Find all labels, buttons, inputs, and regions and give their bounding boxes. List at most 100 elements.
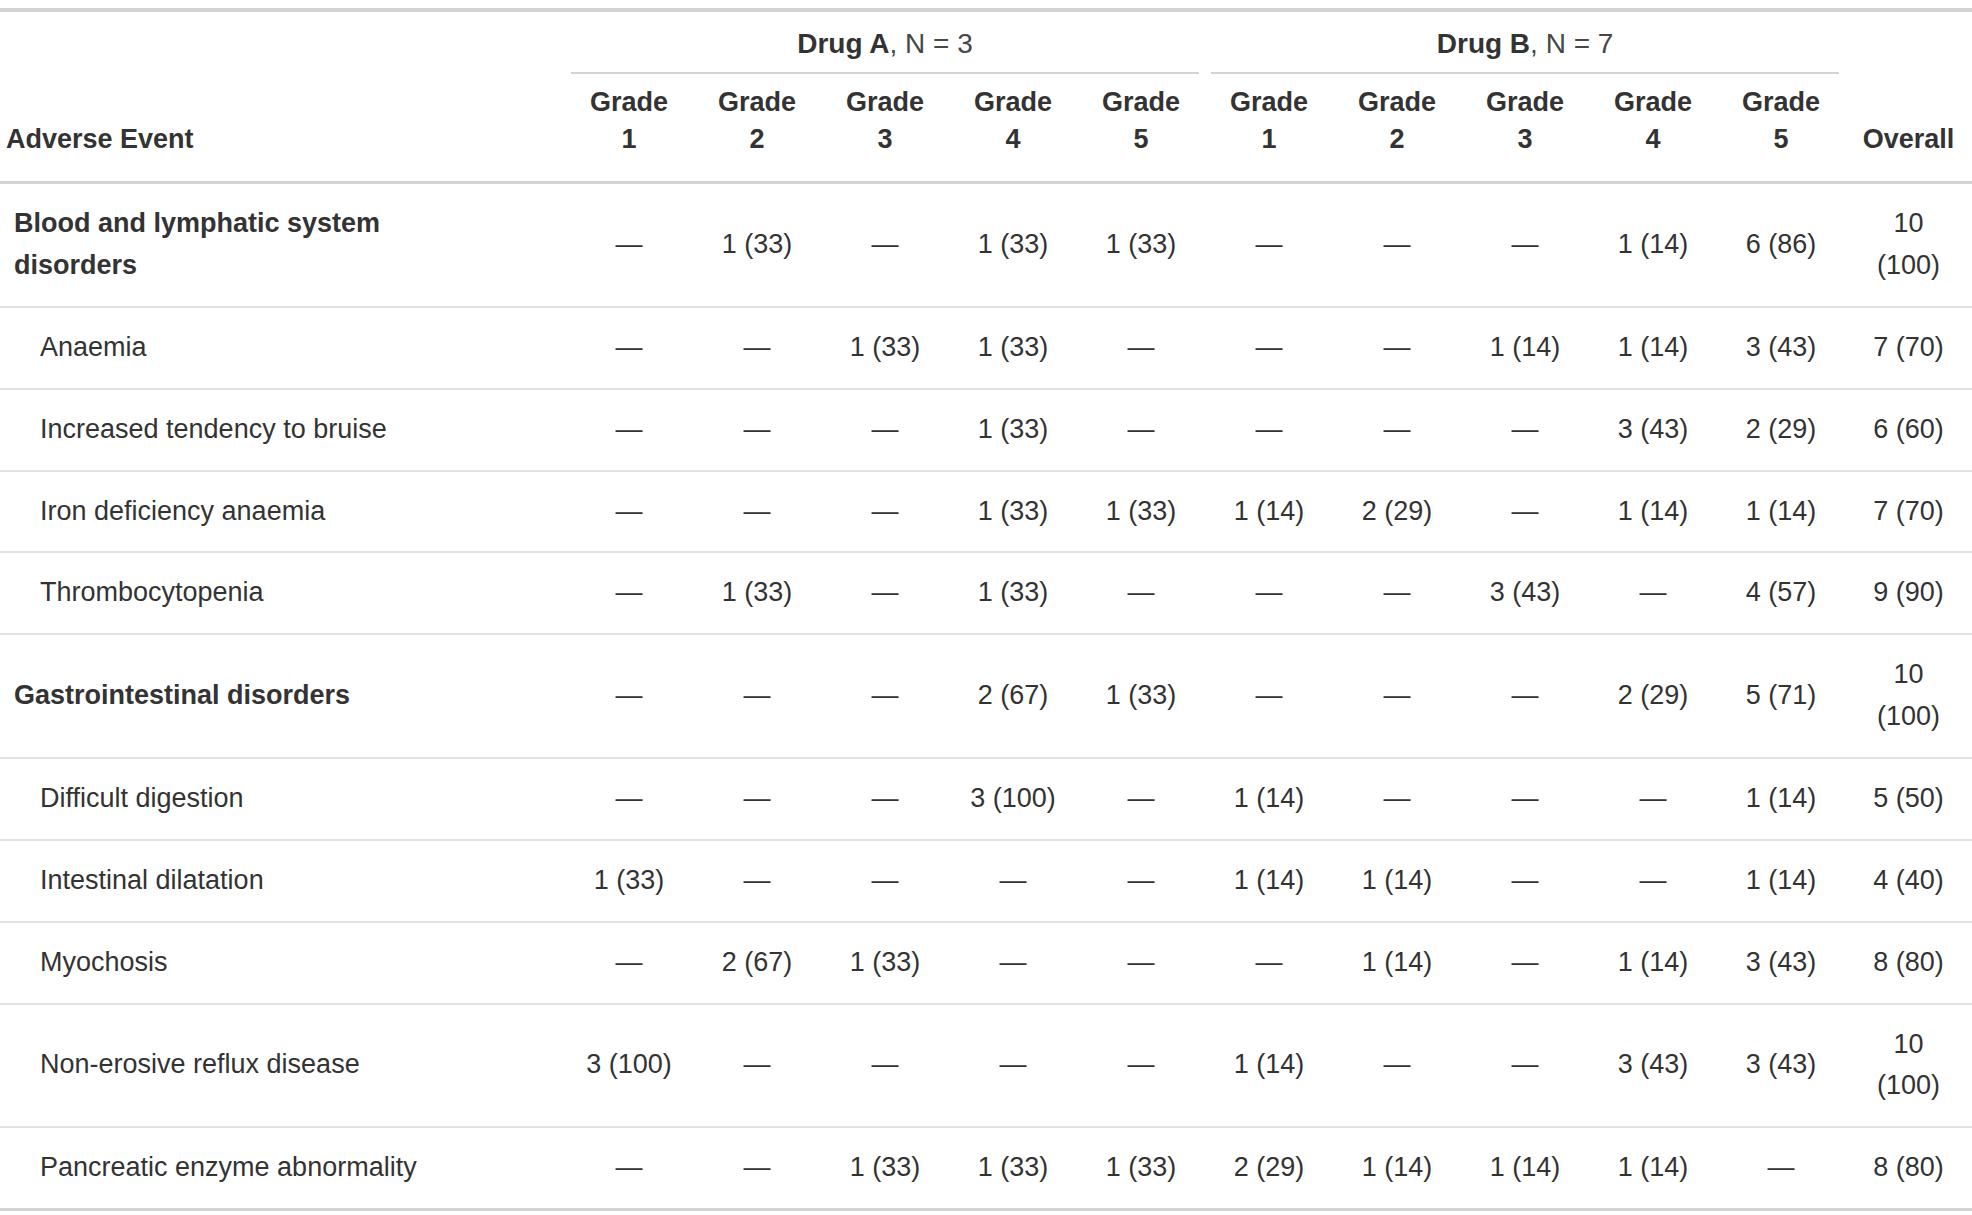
table-row: Pancreatic enzyme abnormality — — 1 (33)…	[0, 1127, 1972, 1209]
table-row: Myochosis — 2 (67) 1 (33) — — — 1 (14) —…	[0, 922, 1972, 1004]
grade-number: 3	[877, 124, 892, 154]
table-body: Blood and lymphatic system disorders — 1…	[0, 183, 1972, 1210]
cell-drug-a-grade-5: 1 (33)	[1077, 1127, 1205, 1209]
row-label: Pancreatic enzyme abnormality	[0, 1127, 565, 1209]
cell-drug-a-grade-3: 1 (33)	[821, 922, 949, 1004]
cell-drug-b-grade-5: —	[1717, 1127, 1845, 1209]
cell-drug-b-grade-1: —	[1205, 389, 1333, 471]
cell-drug-b-grade-1: 2 (29)	[1205, 1127, 1333, 1209]
cell-drug-a-grade-3: —	[821, 183, 949, 307]
grade-word: Grade	[590, 87, 668, 117]
cell-drug-b-grade-5: 3 (43)	[1717, 922, 1845, 1004]
cell-drug-a-grade-2: 1 (33)	[693, 552, 821, 634]
cell-drug-a-grade-2: —	[693, 1004, 821, 1128]
cell-drug-a-grade-2: —	[693, 307, 821, 389]
spanner-spacer-right	[1845, 10, 1972, 74]
drug-a-grade-2-header: Grade2	[693, 74, 821, 182]
drug-b-spanner-label: Drug B, N = 7	[1211, 12, 1839, 74]
cell-drug-b-grade-1: —	[1205, 634, 1333, 758]
cell-drug-b-grade-3: —	[1461, 840, 1589, 922]
cell-drug-a-grade-2: —	[693, 840, 821, 922]
spanner-row: Drug A, N = 3 Drug B, N = 7	[0, 10, 1972, 74]
row-label: Myochosis	[0, 922, 565, 1004]
grade-word: Grade	[718, 87, 796, 117]
cell-drug-b-grade-3: —	[1461, 183, 1589, 307]
cell-drug-b-grade-2: —	[1333, 307, 1461, 389]
grade-word: Grade	[1614, 87, 1692, 117]
cell-drug-a-grade-4: —	[949, 922, 1077, 1004]
cell-drug-a-grade-3: —	[821, 634, 949, 758]
cell-drug-b-grade-3: —	[1461, 758, 1589, 840]
cell-drug-b-grade-2: 1 (14)	[1333, 1127, 1461, 1209]
grade-number: 1	[1262, 124, 1277, 154]
cell-drug-b-grade-1: —	[1205, 922, 1333, 1004]
table-row: Non-erosive reflux disease 3 (100) — — —…	[0, 1004, 1972, 1128]
drug-b-spanner: Drug B, N = 7	[1205, 10, 1845, 74]
spanner-spacer-left	[0, 10, 565, 74]
grade-number: 4	[1646, 124, 1661, 154]
cell-drug-b-grade-5: 3 (43)	[1717, 1004, 1845, 1128]
table-row: Increased tendency to bruise — — — 1 (33…	[0, 389, 1972, 471]
table-row: Difficult digestion — — — 3 (100) — 1 (1…	[0, 758, 1972, 840]
drug-b-grade-4-header: Grade 4	[1589, 74, 1717, 182]
cell-drug-a-grade-3: —	[821, 471, 949, 553]
cell-overall: 4 (40)	[1845, 840, 1972, 922]
cell-drug-b-grade-4: 1 (14)	[1589, 471, 1717, 553]
cell-drug-b-grade-5: 6 (86)	[1717, 183, 1845, 307]
cell-drug-a-grade-1: 3 (100)	[565, 1004, 693, 1128]
table-row: Blood and lymphatic system disorders — 1…	[0, 183, 1972, 307]
grade-word: Grade	[1742, 87, 1820, 117]
cell-drug-a-grade-5: —	[1077, 552, 1205, 634]
cell-overall: 6 (60)	[1845, 389, 1972, 471]
cell-drug-b-grade-5: 4 (57)	[1717, 552, 1845, 634]
grade-word: Grade	[1102, 87, 1180, 117]
cell-drug-a-grade-3: —	[821, 1004, 949, 1128]
cell-drug-a-grade-3: —	[821, 389, 949, 471]
cell-overall: 8 (80)	[1845, 922, 1972, 1004]
table-row: Gastrointestinal disorders — — — 2 (67) …	[0, 634, 1972, 758]
cell-drug-b-grade-1: 1 (14)	[1205, 471, 1333, 553]
cell-overall: 7 (70)	[1845, 471, 1972, 553]
grade-word: Grade	[1486, 87, 1564, 117]
cell-drug-b-grade-3: —	[1461, 1004, 1589, 1128]
cell-drug-b-grade-3: 1 (14)	[1461, 1127, 1589, 1209]
cell-drug-b-grade-5: 3 (43)	[1717, 307, 1845, 389]
cell-drug-b-grade-2: —	[1333, 389, 1461, 471]
cell-drug-a-grade-4: 3 (100)	[949, 758, 1077, 840]
cell-drug-b-grade-2: 2 (29)	[1333, 471, 1461, 553]
cell-drug-b-grade-5: 1 (14)	[1717, 840, 1845, 922]
cell-drug-a-grade-4: 1 (33)	[949, 471, 1077, 553]
drug-b-grade-3-header: Grade 3	[1461, 74, 1589, 182]
cell-drug-b-grade-1: 1 (14)	[1205, 840, 1333, 922]
cell-drug-b-grade-1: 1 (14)	[1205, 1004, 1333, 1128]
cell-drug-b-grade-2: 1 (14)	[1333, 840, 1461, 922]
row-label: Anaemia	[0, 307, 565, 389]
cell-drug-a-grade-5: —	[1077, 840, 1205, 922]
cell-drug-b-grade-4: 3 (43)	[1589, 1004, 1717, 1128]
drug-a-spanner-label: Drug A, N = 3	[571, 12, 1199, 74]
cell-drug-b-grade-3: —	[1461, 634, 1589, 758]
cell-drug-a-grade-5: —	[1077, 1004, 1205, 1128]
overall-header: Overall	[1845, 74, 1972, 182]
cell-overall: 8 (80)	[1845, 1127, 1972, 1209]
cell-drug-b-grade-2: —	[1333, 552, 1461, 634]
cell-overall: 7 (70)	[1845, 307, 1972, 389]
cell-drug-a-grade-2: —	[693, 634, 821, 758]
row-label: Gastrointestinal disorders	[0, 634, 565, 758]
cell-drug-a-grade-5: 1 (33)	[1077, 471, 1205, 553]
cell-drug-a-grade-3: —	[821, 552, 949, 634]
cell-drug-a-grade-4: 1 (33)	[949, 389, 1077, 471]
cell-drug-a-grade-1: —	[565, 552, 693, 634]
table-row: Thrombocytopenia — 1 (33) — 1 (33) — — —…	[0, 552, 1972, 634]
cell-drug-a-grade-1: 1 (33)	[565, 840, 693, 922]
cell-drug-a-grade-3: —	[821, 758, 949, 840]
cell-drug-b-grade-4: 1 (14)	[1589, 183, 1717, 307]
cell-drug-a-grade-1: —	[565, 634, 693, 758]
drug-b-grade-2-header: Grade2	[1333, 74, 1461, 182]
cell-drug-b-grade-4: —	[1589, 840, 1717, 922]
grade-number: 3	[1518, 124, 1533, 154]
grade-word: Grade	[974, 87, 1052, 117]
row-label: Blood and lymphatic system disorders	[0, 183, 565, 307]
cell-drug-b-grade-4: 2 (29)	[1589, 634, 1717, 758]
column-header-row: Adverse Event Grade1 Grade2 Grade3 Grade…	[0, 74, 1972, 182]
